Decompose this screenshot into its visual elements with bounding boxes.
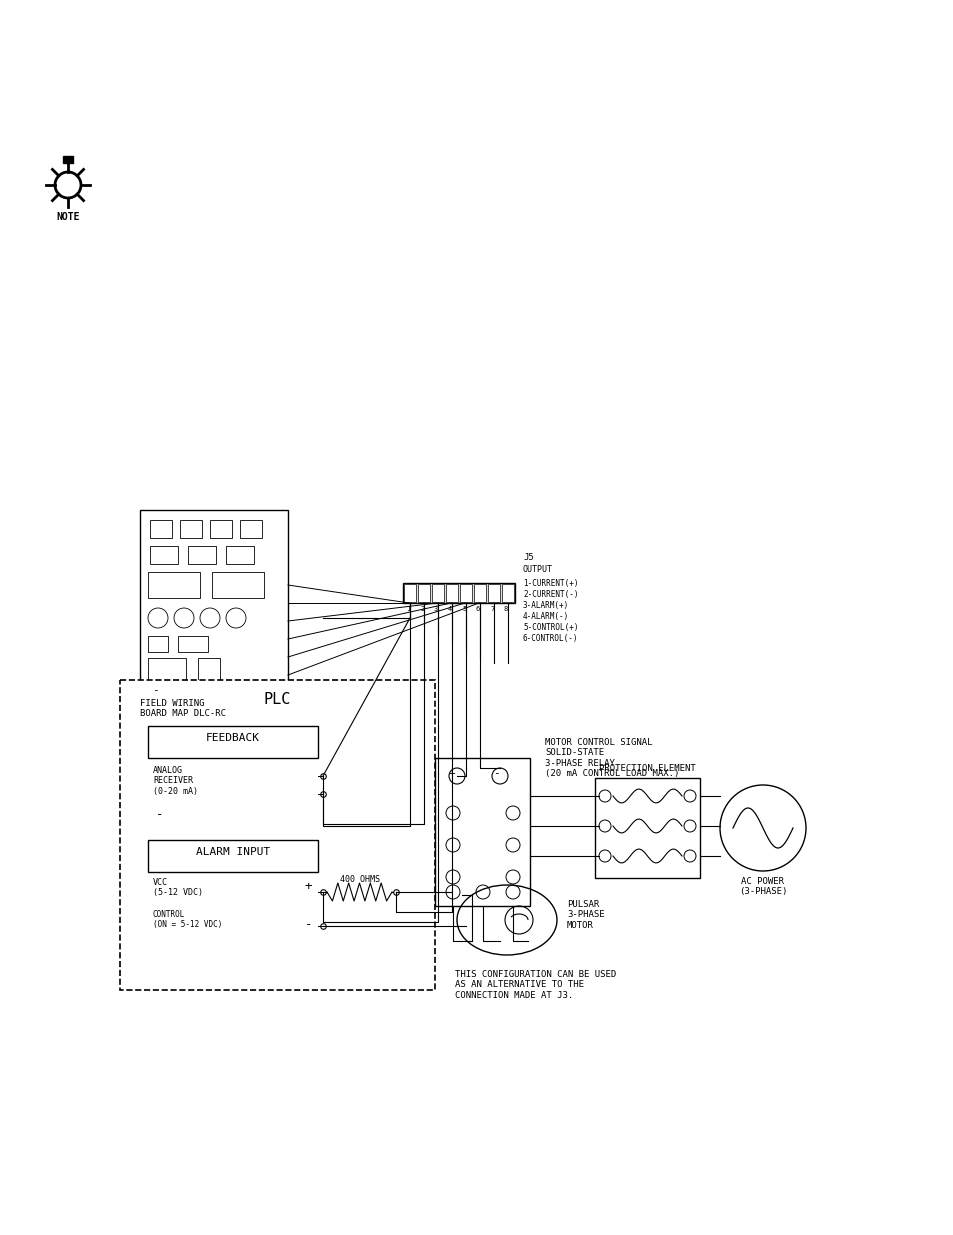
Text: 2: 2 bbox=[419, 606, 424, 613]
Bar bbox=[459, 584, 472, 601]
Text: NOTE: NOTE bbox=[56, 212, 80, 222]
Bar bbox=[240, 520, 262, 538]
Text: ALARM INPUT: ALARM INPUT bbox=[195, 847, 270, 857]
Text: -: - bbox=[156, 808, 163, 821]
Bar bbox=[432, 584, 443, 601]
Bar bbox=[188, 546, 215, 564]
Text: 6-CONTROL(-): 6-CONTROL(-) bbox=[522, 634, 578, 643]
Bar bbox=[435, 758, 530, 906]
Text: 3: 3 bbox=[434, 606, 437, 613]
Bar bbox=[210, 520, 232, 538]
Bar bbox=[226, 546, 253, 564]
Text: 400 OHMS: 400 OHMS bbox=[339, 876, 379, 884]
Text: 5-CONTROL(+): 5-CONTROL(+) bbox=[522, 622, 578, 632]
Text: THIS CONFIGURATION CAN BE USED
AS AN ALTERNATIVE TO THE
CONNECTION MADE AT J3.: THIS CONFIGURATION CAN BE USED AS AN ALT… bbox=[455, 969, 616, 1000]
Bar bbox=[180, 520, 202, 538]
Text: 1: 1 bbox=[406, 606, 410, 613]
Text: 2-CURRENT(-): 2-CURRENT(-) bbox=[522, 590, 578, 599]
Bar bbox=[446, 584, 457, 601]
Bar bbox=[120, 680, 435, 990]
Text: -: - bbox=[493, 768, 499, 778]
Bar bbox=[148, 636, 168, 652]
Text: -: - bbox=[152, 685, 158, 695]
Text: 5: 5 bbox=[461, 606, 466, 613]
Bar bbox=[63, 156, 73, 163]
Bar bbox=[148, 840, 317, 872]
Text: PULSAR
3-PHASE
MOTOR: PULSAR 3-PHASE MOTOR bbox=[566, 900, 604, 930]
Bar bbox=[140, 510, 288, 695]
Bar bbox=[198, 658, 220, 680]
Text: PROTECTION ELEMENT: PROTECTION ELEMENT bbox=[598, 764, 695, 773]
Text: 4: 4 bbox=[448, 606, 452, 613]
Bar bbox=[148, 726, 317, 758]
Bar bbox=[403, 584, 416, 601]
Bar bbox=[148, 658, 186, 680]
Text: 4-ALARM(-): 4-ALARM(-) bbox=[522, 613, 569, 621]
Text: MOTOR CONTROL SIGNAL
SOLID-STATE
3-PHASE RELAY
(20 mA CONTROL LOAD MAX.): MOTOR CONTROL SIGNAL SOLID-STATE 3-PHASE… bbox=[544, 739, 679, 778]
Bar bbox=[488, 584, 499, 601]
Text: 3-ALARM(+): 3-ALARM(+) bbox=[522, 601, 569, 610]
Bar bbox=[148, 572, 200, 598]
Bar bbox=[150, 546, 178, 564]
Text: AC POWER
(3-PHASE): AC POWER (3-PHASE) bbox=[738, 877, 786, 897]
Bar bbox=[474, 584, 485, 601]
Bar bbox=[417, 584, 430, 601]
Bar bbox=[402, 583, 515, 603]
Bar bbox=[212, 572, 264, 598]
Text: OUTPUT: OUTPUT bbox=[522, 564, 553, 574]
Bar bbox=[178, 636, 208, 652]
Text: J5: J5 bbox=[522, 553, 533, 562]
Text: -: - bbox=[305, 918, 313, 931]
Text: CONTROL
(ON = 5-12 VDC): CONTROL (ON = 5-12 VDC) bbox=[152, 910, 222, 930]
Bar bbox=[150, 520, 172, 538]
Text: 6: 6 bbox=[476, 606, 479, 613]
Text: +: + bbox=[305, 881, 313, 893]
Bar bbox=[595, 778, 700, 878]
Text: 8: 8 bbox=[503, 606, 508, 613]
Text: 1-CURRENT(+): 1-CURRENT(+) bbox=[522, 579, 578, 588]
Text: ANALOG
RECEIVER
(0-20 mA): ANALOG RECEIVER (0-20 mA) bbox=[152, 766, 198, 795]
Text: +: + bbox=[449, 768, 456, 778]
Text: FIELD WIRING
BOARD MAP DLC-RC: FIELD WIRING BOARD MAP DLC-RC bbox=[140, 699, 226, 719]
Text: 7: 7 bbox=[490, 606, 494, 613]
Bar bbox=[501, 584, 514, 601]
Text: PLC: PLC bbox=[264, 692, 291, 706]
Text: VCC
(5-12 VDC): VCC (5-12 VDC) bbox=[152, 878, 203, 898]
Text: FEEDBACK: FEEDBACK bbox=[206, 734, 260, 743]
